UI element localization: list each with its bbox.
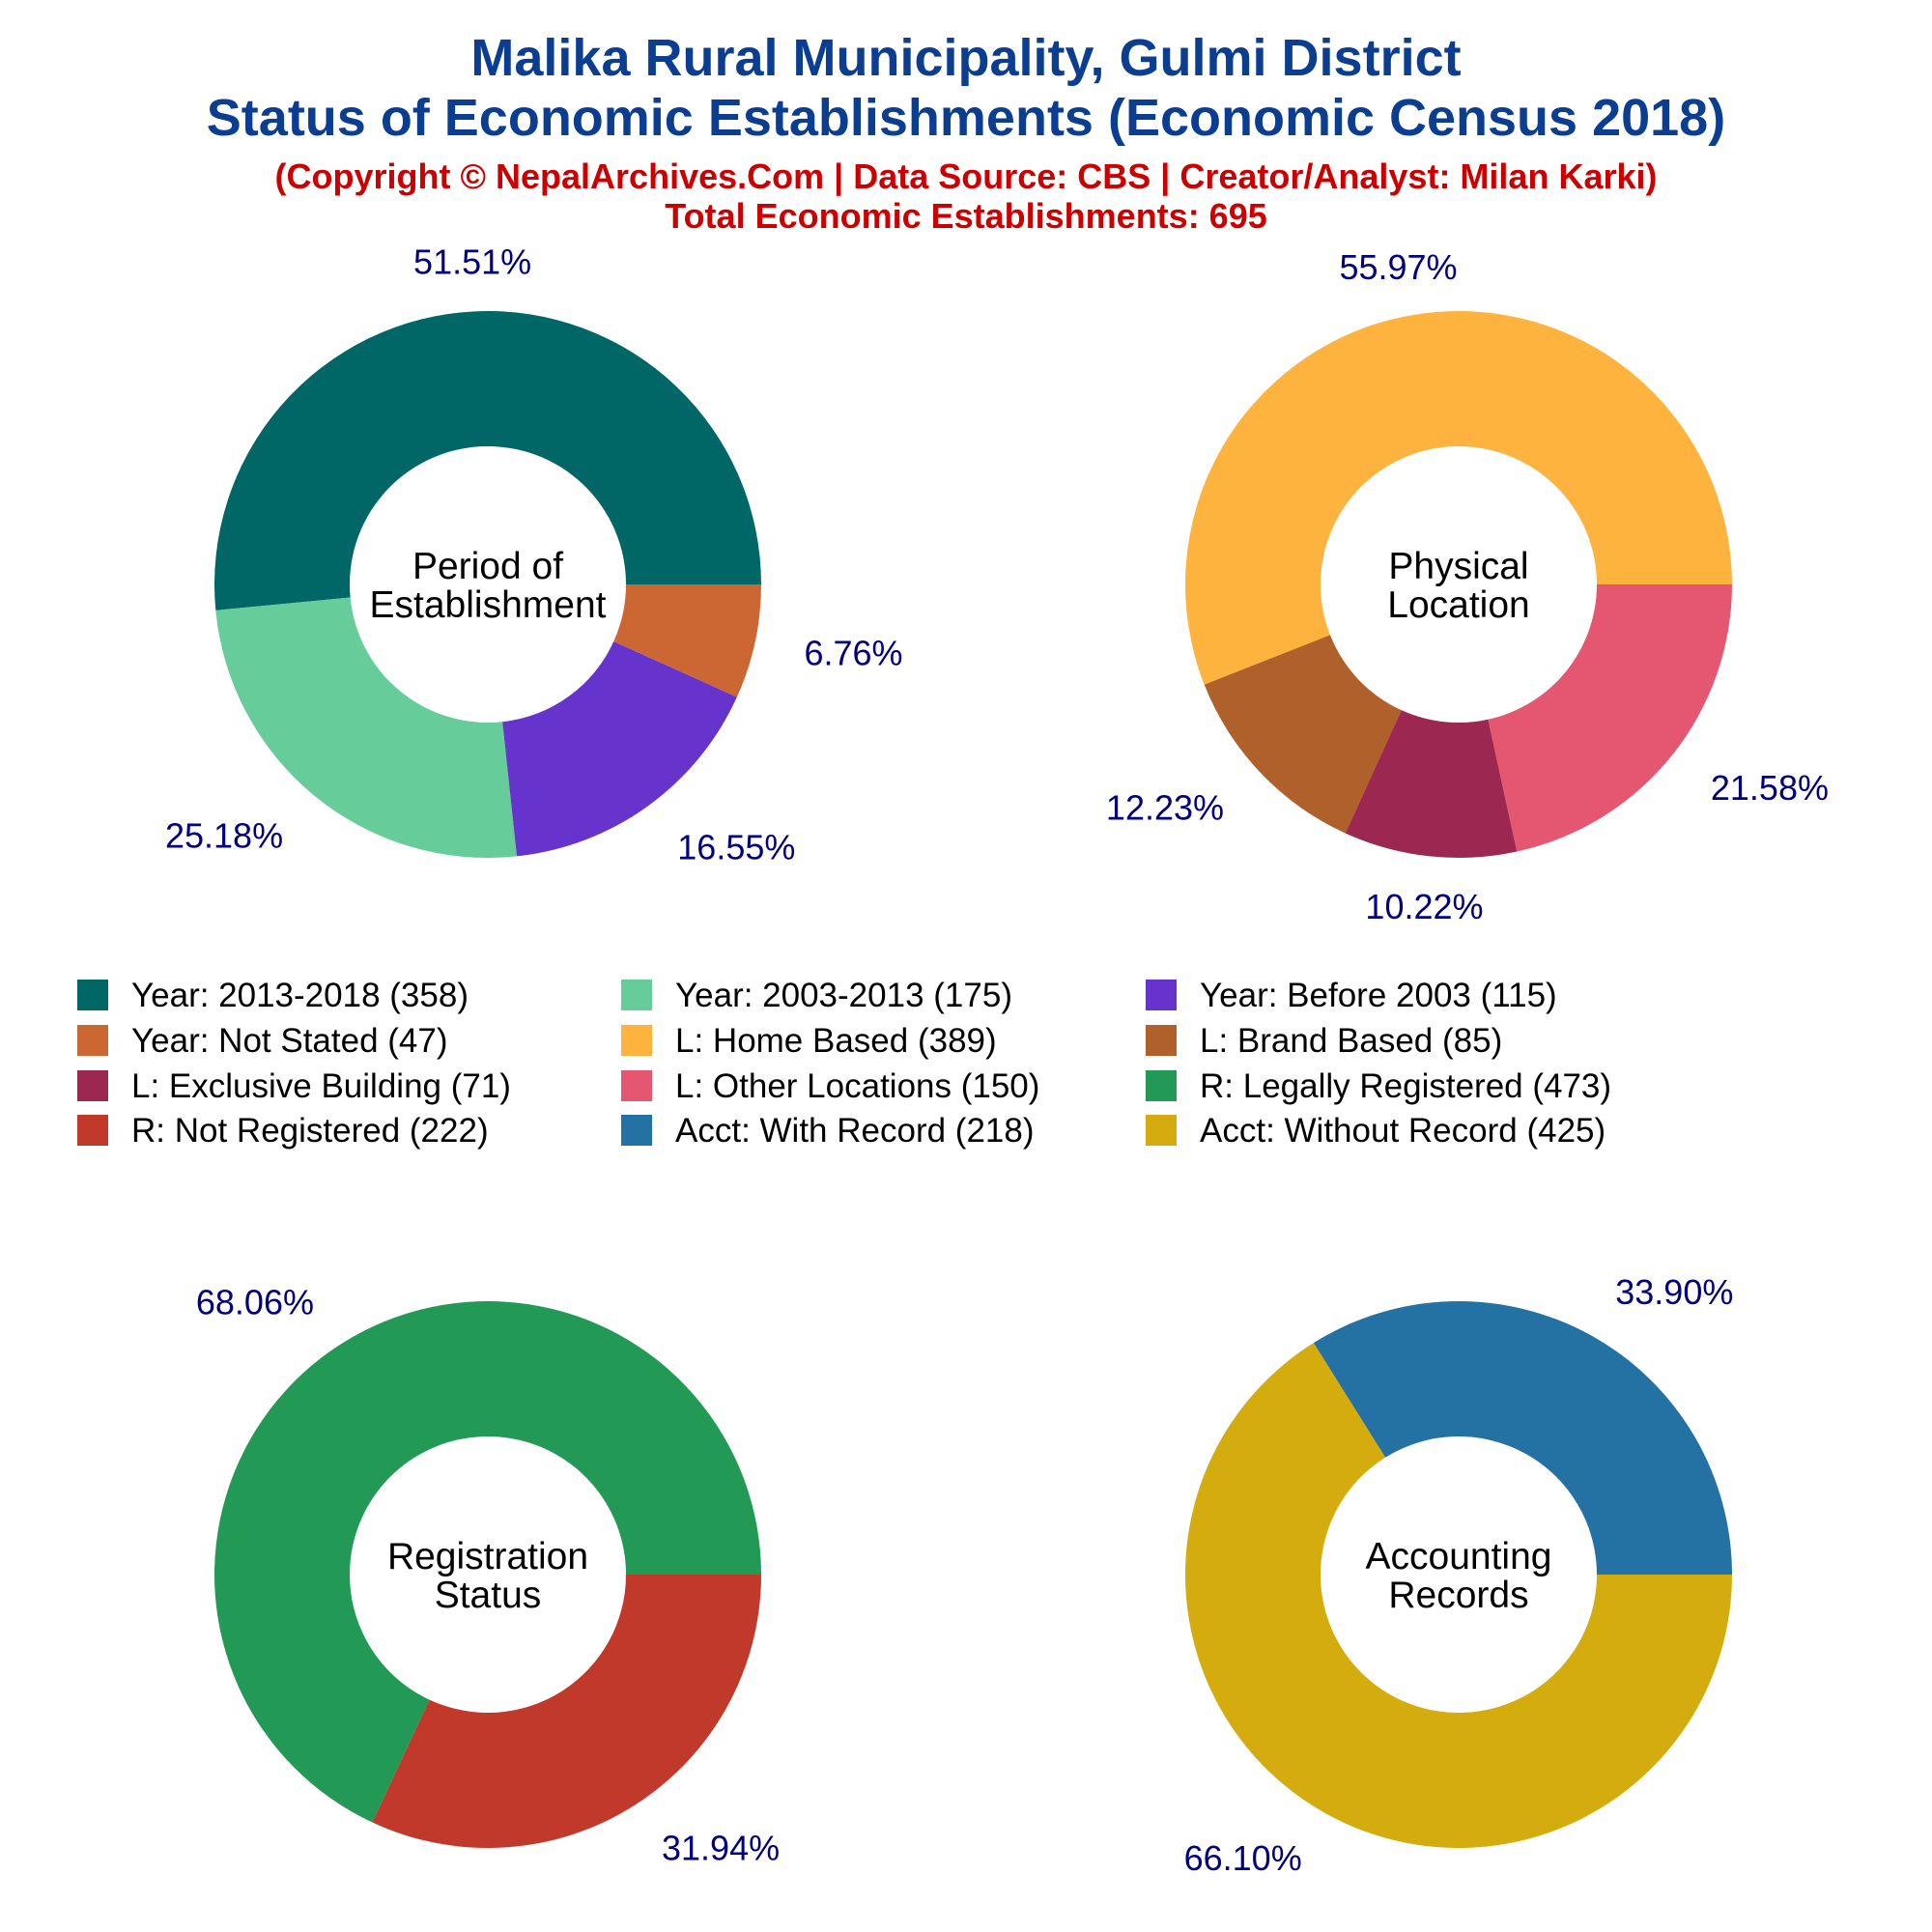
donut-3-center-label-line-1: Registration [387,1536,588,1577]
donut-3-pct-label-2: 31.94% [662,1829,780,1868]
donut-2-slice-2 [1204,635,1402,834]
donut-4-center-label-line-1: Accounting [1366,1536,1552,1577]
donut-1-center-label-line-1: Period of [412,546,563,587]
legend-label-12: Acct: Without Record (425) [1200,1112,1605,1150]
donut-3-slice-2 [372,1575,761,1848]
donut-3-slice-1 [213,1301,761,1823]
donut-4-center-label-line-2: Records [1388,1575,1528,1616]
chart-legend: Year: 2013-2018 (358) Year: 2003-2013 (17… [77,977,1611,1150]
legend-swatch-2 [621,980,652,1010]
donut-1-pct-label-2: 25.18% [165,815,283,855]
legend-label-6: L: Brand Based (85) [1200,1022,1502,1060]
donut-1-pct-label-3: 16.55% [677,827,795,867]
legend-label-2: Year: 2003-2013 (175) [675,977,1012,1014]
legend-swatch-3 [1146,980,1177,1010]
legend-swatch-8 [621,1070,652,1101]
donut-4-slice-2 [1185,1343,1732,1848]
chart-title-line1: Malika Rural Municipality, Gulmi Distric… [470,29,1461,87]
donut-4-pct-label-1: 33.90% [1615,1272,1733,1312]
legend-label-5: L: Home Based (389) [675,1022,997,1060]
legend-label-4: Year: Not Stated (47) [131,1022,448,1060]
donut-2-center-label-line-1: Physical [1388,546,1528,587]
donut-2-pct-label-1: 55.97% [1339,247,1457,287]
legend-swatch-7 [77,1070,108,1101]
chart-title-line2: Status of Economic Establishments (Econo… [207,89,1725,147]
legend-swatch-1 [77,980,108,1010]
chart-subtitle-total: Total Economic Establishments: 695 [665,196,1267,236]
chart-subtitle-copyright: (Copyright © NepalArchives.Com | Data So… [275,156,1658,197]
donut-2-pct-label-4: 21.58% [1711,768,1829,808]
legend-label-3: Year: Before 2003 (115) [1200,977,1557,1014]
donut-3-center-label-line-2: Status [435,1575,542,1616]
donut-charts: 51.51% 25.18% 16.55% 6.76% Period ofEstablis… [165,242,1829,1878]
legend-swatch-12 [1146,1115,1177,1146]
donut-1-slice-4 [613,584,761,697]
legend-label-8: L: Other Locations (150) [675,1067,1039,1105]
donut-2-slice-3 [1345,710,1518,859]
donut-1-pct-label-1: 51.51% [413,242,531,281]
donut-3-pct-label-1: 68.06% [196,1282,314,1321]
donut-2-pct-label-3: 10.22% [1365,887,1483,926]
donut-2-pct-label-2: 12.23% [1106,788,1224,828]
donut-1-slice-1 [213,310,762,611]
legend-swatch-9 [1146,1070,1177,1101]
legend-label-1: Year: 2013-2018 (358) [131,977,469,1014]
legend-swatch-6 [1146,1025,1177,1056]
donut-4-slice-1 [1313,1301,1732,1575]
legend-swatch-11 [621,1115,652,1146]
donut-1-slice-2 [215,597,518,858]
donut-1-center-label-line-2: Establishment [370,584,607,626]
legend-swatch-5 [621,1025,652,1056]
donut-4-pct-label-2: 66.10% [1184,1838,1302,1878]
legend-swatch-4 [77,1025,108,1056]
legend-label-11: Acct: With Record (218) [675,1112,1035,1150]
legend-label-10: R: Not Registered (222) [131,1112,489,1150]
legend-label-9: R: Legally Registered (473) [1200,1067,1611,1105]
donut-1-slice-3 [502,640,737,857]
donut-2-slice-4 [1488,584,1732,852]
legend-swatch-10 [77,1115,108,1146]
donut-1-pct-label-4: 6.76% [804,634,902,673]
donut-2-center-label-line-2: Location [1387,584,1529,626]
donut-chart-1: 51.51% 25.18% 16.55% 6.76% Period ofEstablis… [165,242,903,867]
legend-label-7: L: Exclusive Building (71) [131,1067,511,1105]
donut-2-slice-1 [1184,310,1733,685]
